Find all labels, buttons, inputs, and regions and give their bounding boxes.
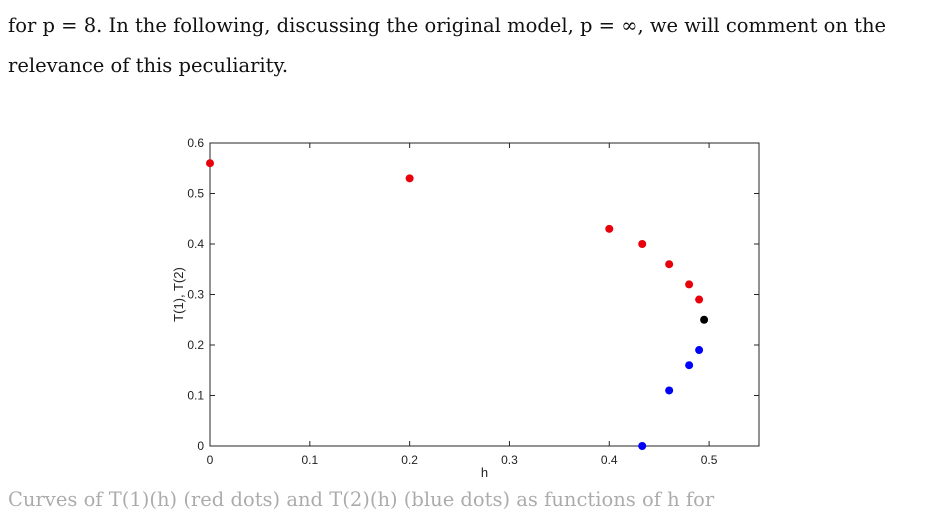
data-point (685, 280, 694, 289)
data-point (638, 442, 647, 450)
y-tick-label: 0.1 (187, 389, 204, 403)
figure-caption: Curves of T(1)(h) (red dots) and T(2)(h)… (8, 488, 715, 511)
data-point (405, 174, 414, 183)
y-tick-label: 0.2 (187, 338, 204, 352)
paragraph-line-2: relevance of this peculiarity. (8, 54, 289, 77)
y-tick-label: 0.5 (187, 187, 204, 201)
x-tick-label: 0.1 (301, 453, 318, 467)
plot-frame (209, 142, 760, 447)
data-point (700, 315, 709, 324)
data-point (665, 260, 674, 269)
x-tick-label: 0.2 (401, 453, 418, 467)
paragraph-line-1: for p = 8. In the following, discussing … (8, 14, 887, 37)
x-tick-label: 0.5 (701, 453, 718, 467)
y-tick-label: 0 (197, 439, 204, 453)
data-point (206, 159, 214, 168)
x-tick-label: 0 (207, 453, 214, 467)
x-tick-label: 0.4 (601, 453, 618, 467)
plot-axes (209, 142, 760, 447)
data-point (695, 346, 704, 355)
data-point (665, 386, 674, 395)
data-point (685, 361, 694, 370)
y-tick-label: 0.6 (187, 136, 204, 150)
y-tick-label: 0.4 (187, 237, 204, 251)
y-axis-label: T(1), T(2) (171, 267, 186, 322)
y-tick-label: 0.3 (187, 288, 204, 302)
x-tick-label: 0.3 (501, 453, 518, 467)
x-axis-label: h (481, 465, 488, 480)
body-paragraph: for p = 8. In the following, discussing … (8, 6, 936, 86)
plot-ticks: 0 0.1 0.2 0.3 0.4 0.5 0 0.1 0.2 0.3 0.4 0.5 0.6 (187, 136, 759, 467)
plot-points (206, 159, 709, 450)
data-point (638, 240, 647, 248)
data-point (605, 224, 614, 233)
data-point (695, 295, 704, 304)
